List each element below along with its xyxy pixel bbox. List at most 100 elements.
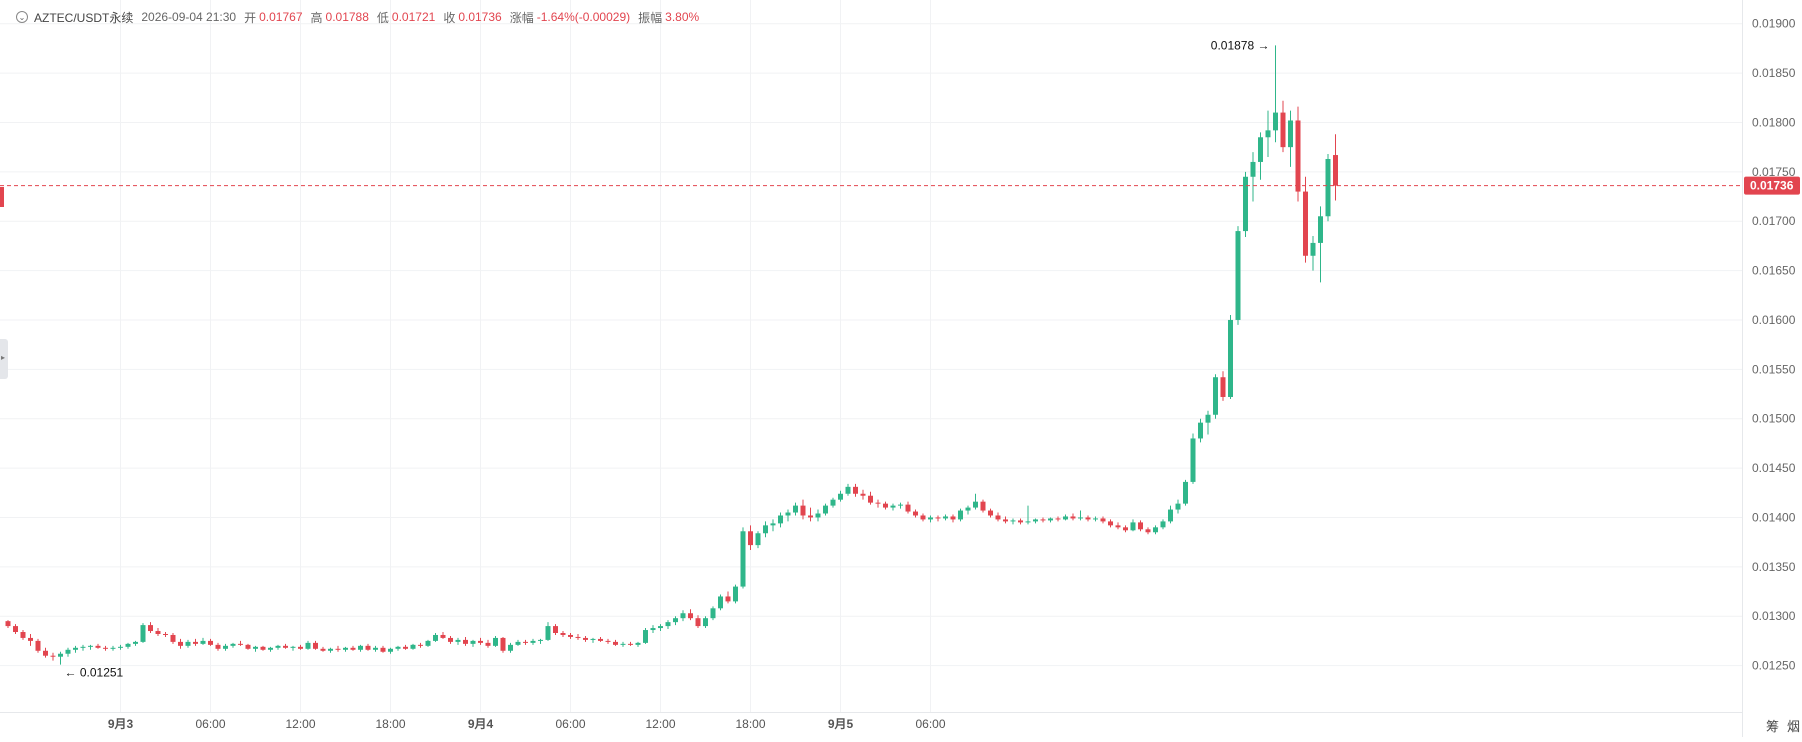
candle[interactable] <box>20 630 26 640</box>
candle[interactable] <box>1018 518 1023 525</box>
candle[interactable] <box>230 642 236 648</box>
candle[interactable] <box>178 638 183 649</box>
candle[interactable] <box>1303 176 1308 263</box>
candle[interactable] <box>148 622 153 633</box>
candle[interactable] <box>200 637 206 645</box>
candle[interactable] <box>613 639 618 646</box>
candle[interactable] <box>343 646 348 652</box>
candle[interactable] <box>350 645 356 651</box>
candle[interactable] <box>530 638 536 645</box>
candle[interactable] <box>1108 519 1113 528</box>
candle[interactable] <box>1228 315 1233 399</box>
candle[interactable] <box>1273 45 1278 143</box>
candle[interactable] <box>253 645 258 652</box>
candle[interactable] <box>673 616 678 626</box>
candle[interactable] <box>830 497 836 508</box>
candle[interactable] <box>605 638 611 644</box>
candle[interactable] <box>455 637 461 645</box>
candle[interactable] <box>208 638 213 646</box>
candle[interactable] <box>358 644 363 652</box>
candle[interactable] <box>1168 505 1173 524</box>
candle[interactable] <box>95 643 101 649</box>
candle[interactable] <box>65 647 71 657</box>
candle[interactable] <box>43 647 48 658</box>
chip-distribution-button[interactable]: 筹 <box>1765 719 1779 734</box>
candle[interactable] <box>920 513 926 522</box>
candle[interactable] <box>725 591 731 604</box>
candle[interactable] <box>523 639 528 645</box>
candle[interactable] <box>478 637 483 645</box>
candle[interactable] <box>898 502 903 509</box>
candle[interactable] <box>778 512 783 528</box>
candle[interactable] <box>1063 514 1068 521</box>
candle[interactable] <box>500 636 506 653</box>
candle[interactable] <box>1003 516 1008 524</box>
candle[interactable] <box>1085 515 1091 522</box>
candle[interactable] <box>1153 525 1158 535</box>
candle[interactable] <box>590 637 596 643</box>
candle[interactable] <box>1175 499 1181 514</box>
candle[interactable] <box>1190 433 1196 484</box>
candle[interactable] <box>298 644 303 650</box>
candle[interactable] <box>425 639 431 647</box>
candle[interactable] <box>838 490 843 502</box>
candle[interactable] <box>470 639 476 647</box>
candle[interactable] <box>845 483 851 496</box>
candle[interactable] <box>583 635 588 642</box>
candle[interactable] <box>823 503 828 516</box>
candle[interactable] <box>1010 518 1016 525</box>
candle[interactable] <box>1325 154 1331 222</box>
candle[interactable] <box>193 638 198 646</box>
candle[interactable] <box>13 624 18 634</box>
candle[interactable] <box>140 623 146 643</box>
candle[interactable] <box>1280 100 1286 153</box>
candle[interactable] <box>440 632 446 639</box>
candle[interactable] <box>718 594 723 611</box>
candle[interactable] <box>268 646 273 652</box>
candle[interactable] <box>1055 516 1061 522</box>
candle[interactable] <box>410 643 416 650</box>
candle[interactable] <box>770 519 776 532</box>
candle[interactable] <box>1288 110 1293 167</box>
candle[interactable] <box>703 616 708 629</box>
candle[interactable] <box>710 606 716 621</box>
candle[interactable] <box>545 622 551 641</box>
candle[interactable] <box>125 642 131 649</box>
candle[interactable] <box>740 527 746 589</box>
candle[interactable] <box>305 640 311 650</box>
candle[interactable] <box>1123 525 1128 533</box>
candle[interactable] <box>515 639 521 646</box>
candle[interactable] <box>73 645 78 653</box>
candle[interactable] <box>1220 371 1226 401</box>
candle[interactable] <box>1258 132 1263 180</box>
candle[interactable] <box>890 503 896 511</box>
candle[interactable] <box>1025 505 1031 525</box>
candle[interactable] <box>380 645 386 653</box>
candle[interactable] <box>793 502 798 516</box>
candle[interactable] <box>238 640 243 646</box>
candle[interactable] <box>598 636 603 642</box>
candle[interactable] <box>463 636 468 646</box>
candle[interactable] <box>575 633 581 640</box>
candle[interactable] <box>223 643 228 651</box>
candle[interactable] <box>1160 519 1166 530</box>
candle[interactable] <box>185 639 191 648</box>
candle[interactable] <box>5 620 11 629</box>
candle[interactable] <box>110 645 116 651</box>
candle[interactable] <box>448 635 453 644</box>
candle[interactable] <box>1235 226 1241 325</box>
candle[interactable] <box>538 638 543 644</box>
candle[interactable] <box>88 644 93 650</box>
candle[interactable] <box>1048 517 1053 523</box>
candle[interactable] <box>215 642 221 651</box>
candle[interactable] <box>643 628 648 644</box>
candle[interactable] <box>928 515 933 523</box>
candle[interactable] <box>868 491 873 505</box>
candle[interactable] <box>935 515 941 522</box>
candle[interactable] <box>283 643 288 649</box>
candle[interactable] <box>815 509 821 522</box>
candle[interactable] <box>860 489 866 500</box>
candle[interactable] <box>553 624 558 635</box>
x-axis[interactable]: 9月3 06:00 12:00 18:00 9月4 06:00 12:00 18:00 9月5 0… <box>0 712 1742 732</box>
